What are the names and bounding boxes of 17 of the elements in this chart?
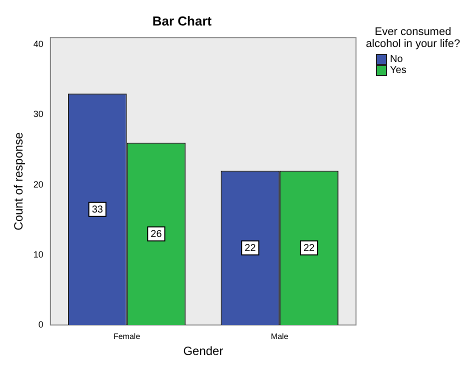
legend-label: No	[390, 54, 403, 65]
x-axis-title: Gender	[183, 344, 224, 358]
x-tick-label: Female	[113, 332, 141, 342]
data-label: 33	[92, 204, 104, 216]
data-label: 22	[244, 243, 256, 254]
y-axis-title: Count of response	[12, 132, 26, 230]
data-label: 26	[150, 229, 162, 240]
y-tick-label: 30	[33, 109, 44, 120]
y-tick-label: 0	[38, 319, 44, 330]
x-tick-label: Male	[270, 332, 289, 342]
chart-title: Bar Chart	[152, 13, 212, 28]
legend-label: Yes	[390, 65, 406, 76]
data-label: 22	[303, 243, 316, 254]
y-tick-label: 10	[33, 249, 44, 260]
y-tick-label: 40	[33, 39, 44, 50]
legend-title: Ever consumed alcohol in your life?	[364, 26, 462, 50]
y-tick-label: 20	[33, 179, 44, 190]
